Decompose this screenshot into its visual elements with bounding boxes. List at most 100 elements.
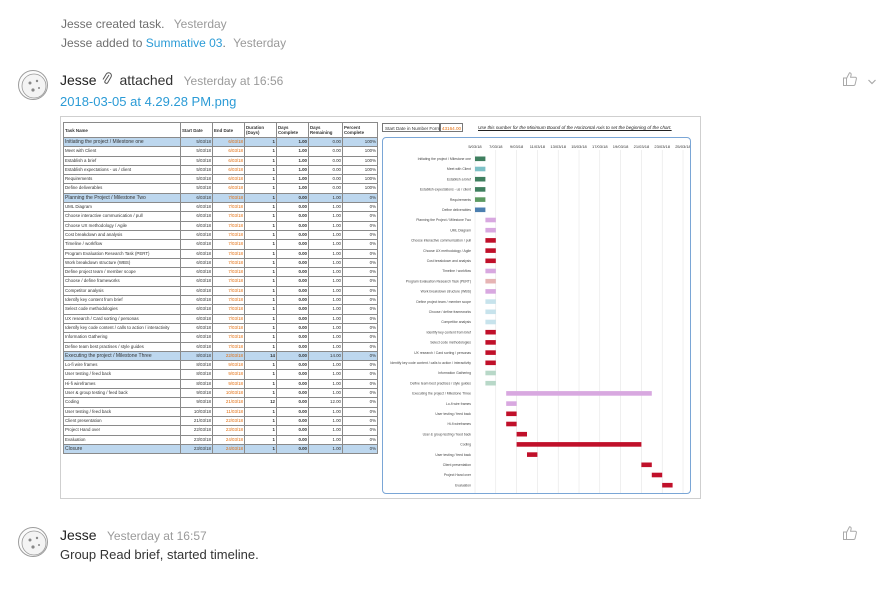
- table-row: Define project team / member scope 6/03/1…: [63, 267, 378, 278]
- category-label: Project Hand over: [444, 473, 472, 477]
- start-date-value: 43164.00: [440, 123, 463, 132]
- table-cell: 7/03/18: [212, 257, 245, 269]
- table-cell: 6/03/18: [180, 332, 213, 343]
- table-cell: 23/03/18: [180, 443, 213, 455]
- table-cell: 0.00: [276, 248, 309, 259]
- table-cell: Information Gathering: [63, 332, 181, 343]
- table-cell: 0.00: [276, 202, 309, 213]
- category-label: Competitor analysis: [441, 320, 471, 324]
- table-row: Program Evaluation Research Task (PERT) 6…: [63, 248, 378, 259]
- table-cell: 6/03/18: [180, 267, 213, 278]
- table-cell: 0.00: [276, 332, 309, 343]
- avatar-icon[interactable]: [18, 70, 48, 100]
- thumbs-up-icon[interactable]: [842, 71, 858, 87]
- table-cell: 9/03/18: [212, 360, 245, 371]
- table-cell: 0%: [342, 267, 378, 278]
- table-cell: Define project team / member scope: [63, 267, 181, 278]
- table-cell: 0.00: [276, 443, 309, 455]
- table-cell: 1: [244, 415, 277, 427]
- table-cell: 1: [244, 146, 277, 157]
- table-cell: 1.00: [308, 267, 343, 278]
- table-cell: 0.00: [276, 322, 309, 334]
- table-row: Coding 9/03/18 21/03/18 12 0.00 12.00 0%: [63, 397, 378, 408]
- table-cell: 0.00: [276, 276, 309, 287]
- table-row: Choose UX methodology / Agile 6/03/18 7/03…: [63, 220, 378, 231]
- comment-author[interactable]: Jesse: [60, 527, 97, 543]
- table-cell: 1: [244, 164, 277, 176]
- gantt-bar: [485, 309, 496, 315]
- category-label: Client presentation: [443, 463, 471, 467]
- table-cell: 1: [244, 369, 277, 380]
- category-label: Choose UX methodology / Agile: [423, 249, 471, 253]
- table-cell: 0%: [342, 285, 378, 297]
- table-cell: 0%: [342, 443, 378, 455]
- table-cell: 0%: [342, 387, 378, 399]
- table-cell: 1.00: [308, 211, 343, 222]
- table-row: User testing / feed back 10/03/18 11/03/18…: [63, 406, 378, 417]
- table-row: UML Diagram 6/03/18 7/03/18 1 0.00 1.00 0%: [63, 202, 378, 213]
- table-cell: 0.00: [308, 146, 343, 157]
- table-cell: Competitor analysis: [63, 285, 181, 297]
- table-cell: Identify key code content / calls to act…: [63, 322, 181, 334]
- table-cell: 1.00: [276, 183, 309, 194]
- table-cell: 1.00: [308, 387, 343, 399]
- attachment-preview[interactable]: Task Name Start Date End Date Duration (Day…: [60, 116, 701, 499]
- table-cell: 0.00: [276, 229, 309, 241]
- chevron-down-icon[interactable]: [867, 74, 877, 85]
- comment-text: Group Read brief, started timeline.: [60, 547, 259, 562]
- table-cell: 0.00: [308, 164, 343, 176]
- activity-time: Yesterday: [173, 17, 227, 31]
- table-cell: 1: [244, 211, 277, 222]
- comment-author[interactable]: Jesse: [60, 72, 97, 88]
- table-row: Requirements 5/03/18 6/03/18 1 1.00 0.00 100%: [63, 174, 378, 185]
- table-cell: Program Evaluation Research Task (PERT): [63, 248, 181, 259]
- x-tick-label: 15/03/18: [571, 144, 587, 149]
- category-label: Meet with Client: [447, 167, 471, 171]
- category-label: Identify key content from brief: [427, 330, 472, 334]
- table-cell: 10/03/18: [180, 406, 213, 417]
- table-cell: 0%: [342, 313, 378, 324]
- category-label: Lo-fi wire frames: [446, 402, 471, 406]
- gantt-bar: [475, 176, 486, 182]
- table-cell: 0.00: [308, 136, 343, 148]
- table-cell: 1: [244, 257, 277, 269]
- table-cell: 0%: [342, 295, 378, 306]
- table-cell: 0.00: [276, 350, 309, 362]
- table-cell: 1.00: [308, 295, 343, 306]
- table-row: Identify key code content / calls to act…: [63, 322, 378, 334]
- table-cell: 1: [244, 295, 277, 306]
- project-link[interactable]: Summative 03: [145, 36, 223, 50]
- category-label: Cost breakdown and analysis: [427, 259, 472, 263]
- table-cell: 6/03/18: [180, 341, 213, 352]
- table-cell: 22/03/18: [180, 425, 213, 436]
- gantt-bar: [485, 258, 496, 264]
- gantt-bar: [506, 411, 517, 417]
- category-label: User testing / feed back: [435, 453, 471, 457]
- table-cell: 1.00: [308, 443, 343, 455]
- thumbs-up-icon[interactable]: [842, 525, 858, 541]
- table-cell: 10/03/18: [212, 387, 245, 399]
- table-cell: 1: [244, 425, 277, 436]
- table-cell: 6/03/18: [180, 285, 213, 297]
- gantt-bar: [485, 248, 496, 253]
- table-cell: 7/03/18: [212, 220, 245, 231]
- avatar-icon[interactable]: [18, 527, 48, 557]
- table-cell: 6/03/18: [180, 202, 213, 213]
- table-cell: 1.00: [308, 285, 343, 297]
- category-label: Initiating the project / Milestone one: [418, 157, 471, 161]
- table-cell: 6/03/18: [212, 146, 245, 157]
- attachment-link[interactable]: 2018-03-05 at 4.29.28 PM.png: [60, 94, 237, 109]
- table-cell: Cost breakdown and analysis: [63, 229, 181, 241]
- category-label: Define project team / member scope: [416, 300, 471, 304]
- table-cell: 9/03/18: [212, 369, 245, 380]
- table-row: Choose interactive communication / pull 6…: [63, 211, 378, 222]
- table-cell: 6/03/18: [180, 322, 213, 334]
- table-cell: Choose interactive communication / pull: [63, 211, 181, 222]
- table-row: Initiating the project / Milestone one 5/…: [63, 136, 378, 148]
- table-cell: 0%: [342, 304, 378, 315]
- table-cell: 14.00: [308, 350, 343, 362]
- table-cell: 0.00: [276, 313, 309, 324]
- table-cell: Establish expectations - us / client: [63, 164, 181, 176]
- x-tick-label: 25/03/18: [675, 144, 690, 149]
- table-cell: 12.00: [308, 397, 343, 408]
